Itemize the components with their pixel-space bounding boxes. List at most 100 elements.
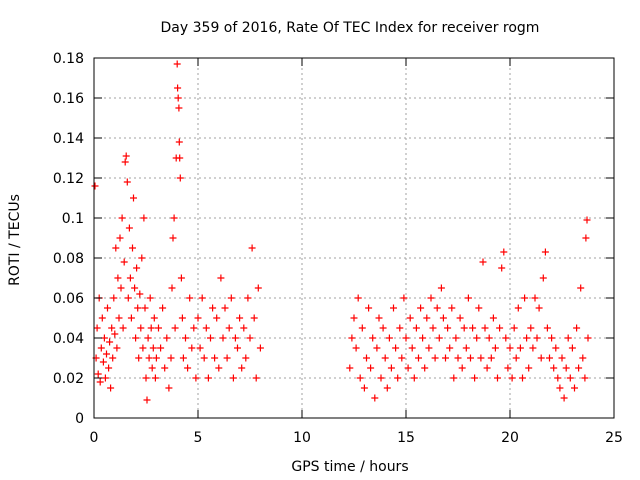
data-point bbox=[583, 216, 591, 224]
data-point bbox=[194, 314, 202, 322]
data-point bbox=[573, 324, 581, 332]
data-point bbox=[369, 334, 377, 342]
y-tick-label: 0.06 bbox=[53, 291, 84, 307]
data-point bbox=[352, 344, 360, 352]
data-point bbox=[148, 364, 156, 372]
data-point bbox=[560, 394, 568, 402]
data-point bbox=[398, 354, 406, 362]
data-point bbox=[184, 364, 192, 372]
data-point bbox=[151, 374, 159, 382]
data-point bbox=[412, 324, 420, 332]
data-point bbox=[138, 254, 146, 262]
data-point bbox=[363, 354, 370, 362]
y-tick-label: 0.1 bbox=[62, 211, 84, 227]
data-point bbox=[124, 294, 132, 302]
data-point bbox=[356, 374, 364, 382]
data-point bbox=[496, 324, 504, 332]
data-point bbox=[556, 384, 564, 392]
data-point bbox=[394, 374, 402, 382]
data-point bbox=[537, 354, 545, 362]
x-axis-label: GPS time / hours bbox=[291, 459, 408, 475]
data-point bbox=[575, 364, 583, 372]
data-point bbox=[415, 354, 422, 362]
data-point bbox=[137, 324, 145, 332]
data-point bbox=[437, 284, 445, 292]
data-point bbox=[176, 154, 184, 162]
data-point bbox=[494, 374, 501, 382]
data-point bbox=[256, 344, 264, 352]
data-point bbox=[217, 274, 225, 282]
data-point bbox=[473, 334, 481, 342]
data-point bbox=[98, 314, 106, 322]
x-tick-label: 20 bbox=[501, 430, 519, 446]
data-point bbox=[179, 354, 187, 362]
data-point bbox=[469, 324, 477, 332]
data-point bbox=[358, 324, 366, 332]
data-point bbox=[519, 374, 526, 382]
y-tick-label: 0 bbox=[75, 411, 84, 427]
data-point bbox=[254, 284, 262, 292]
data-point bbox=[577, 284, 585, 292]
data-point bbox=[566, 374, 574, 382]
data-point bbox=[221, 304, 229, 312]
data-point bbox=[533, 334, 541, 342]
data-point bbox=[558, 354, 566, 362]
data-point bbox=[111, 330, 119, 338]
data-point bbox=[367, 364, 375, 372]
data-point bbox=[244, 294, 252, 302]
data-point bbox=[506, 344, 514, 352]
data-point bbox=[510, 324, 518, 332]
data-point bbox=[108, 324, 116, 332]
x-tick-label: 10 bbox=[293, 430, 311, 446]
data-point bbox=[152, 354, 160, 362]
data-point bbox=[479, 258, 487, 266]
data-point bbox=[150, 314, 158, 322]
data-point bbox=[350, 314, 358, 322]
data-point bbox=[452, 334, 460, 342]
data-point bbox=[433, 304, 441, 312]
data-point bbox=[531, 294, 539, 302]
data-point bbox=[174, 84, 182, 92]
data-point bbox=[175, 104, 183, 112]
data-point bbox=[173, 60, 181, 68]
x-tick-label: 0 bbox=[90, 430, 99, 446]
x-tick-label: 15 bbox=[397, 430, 415, 446]
data-point bbox=[408, 344, 416, 352]
data-point bbox=[446, 344, 454, 352]
data-point bbox=[485, 334, 493, 342]
data-point bbox=[568, 344, 576, 352]
data-point bbox=[371, 394, 379, 402]
data-point bbox=[120, 258, 128, 266]
data-point bbox=[427, 294, 435, 302]
data-point bbox=[375, 314, 383, 322]
data-point bbox=[431, 354, 439, 362]
data-point bbox=[487, 354, 495, 362]
data-point bbox=[529, 344, 537, 352]
data-point bbox=[543, 324, 551, 332]
data-point bbox=[554, 374, 562, 382]
x-tick-label: 5 bbox=[194, 430, 203, 446]
data-point bbox=[176, 174, 184, 182]
data-point bbox=[149, 344, 157, 352]
data-point bbox=[223, 354, 231, 362]
data-point bbox=[419, 334, 427, 342]
data-point bbox=[477, 354, 485, 362]
data-point bbox=[581, 374, 589, 382]
data-point bbox=[91, 182, 99, 190]
data-point bbox=[460, 324, 468, 332]
data-point bbox=[116, 234, 124, 242]
data-point bbox=[115, 314, 123, 322]
data-point bbox=[200, 354, 208, 362]
data-point bbox=[562, 364, 570, 372]
chart-title: Day 359 of 2016, Rate Of TEC Index for r… bbox=[161, 20, 540, 36]
data-point bbox=[126, 274, 134, 282]
data-point bbox=[442, 354, 449, 362]
data-point bbox=[429, 324, 437, 332]
data-point bbox=[400, 294, 408, 302]
data-point bbox=[512, 354, 520, 362]
data-point bbox=[464, 294, 472, 302]
data-point bbox=[157, 344, 165, 352]
data-point bbox=[168, 284, 176, 292]
data-point bbox=[118, 214, 126, 222]
